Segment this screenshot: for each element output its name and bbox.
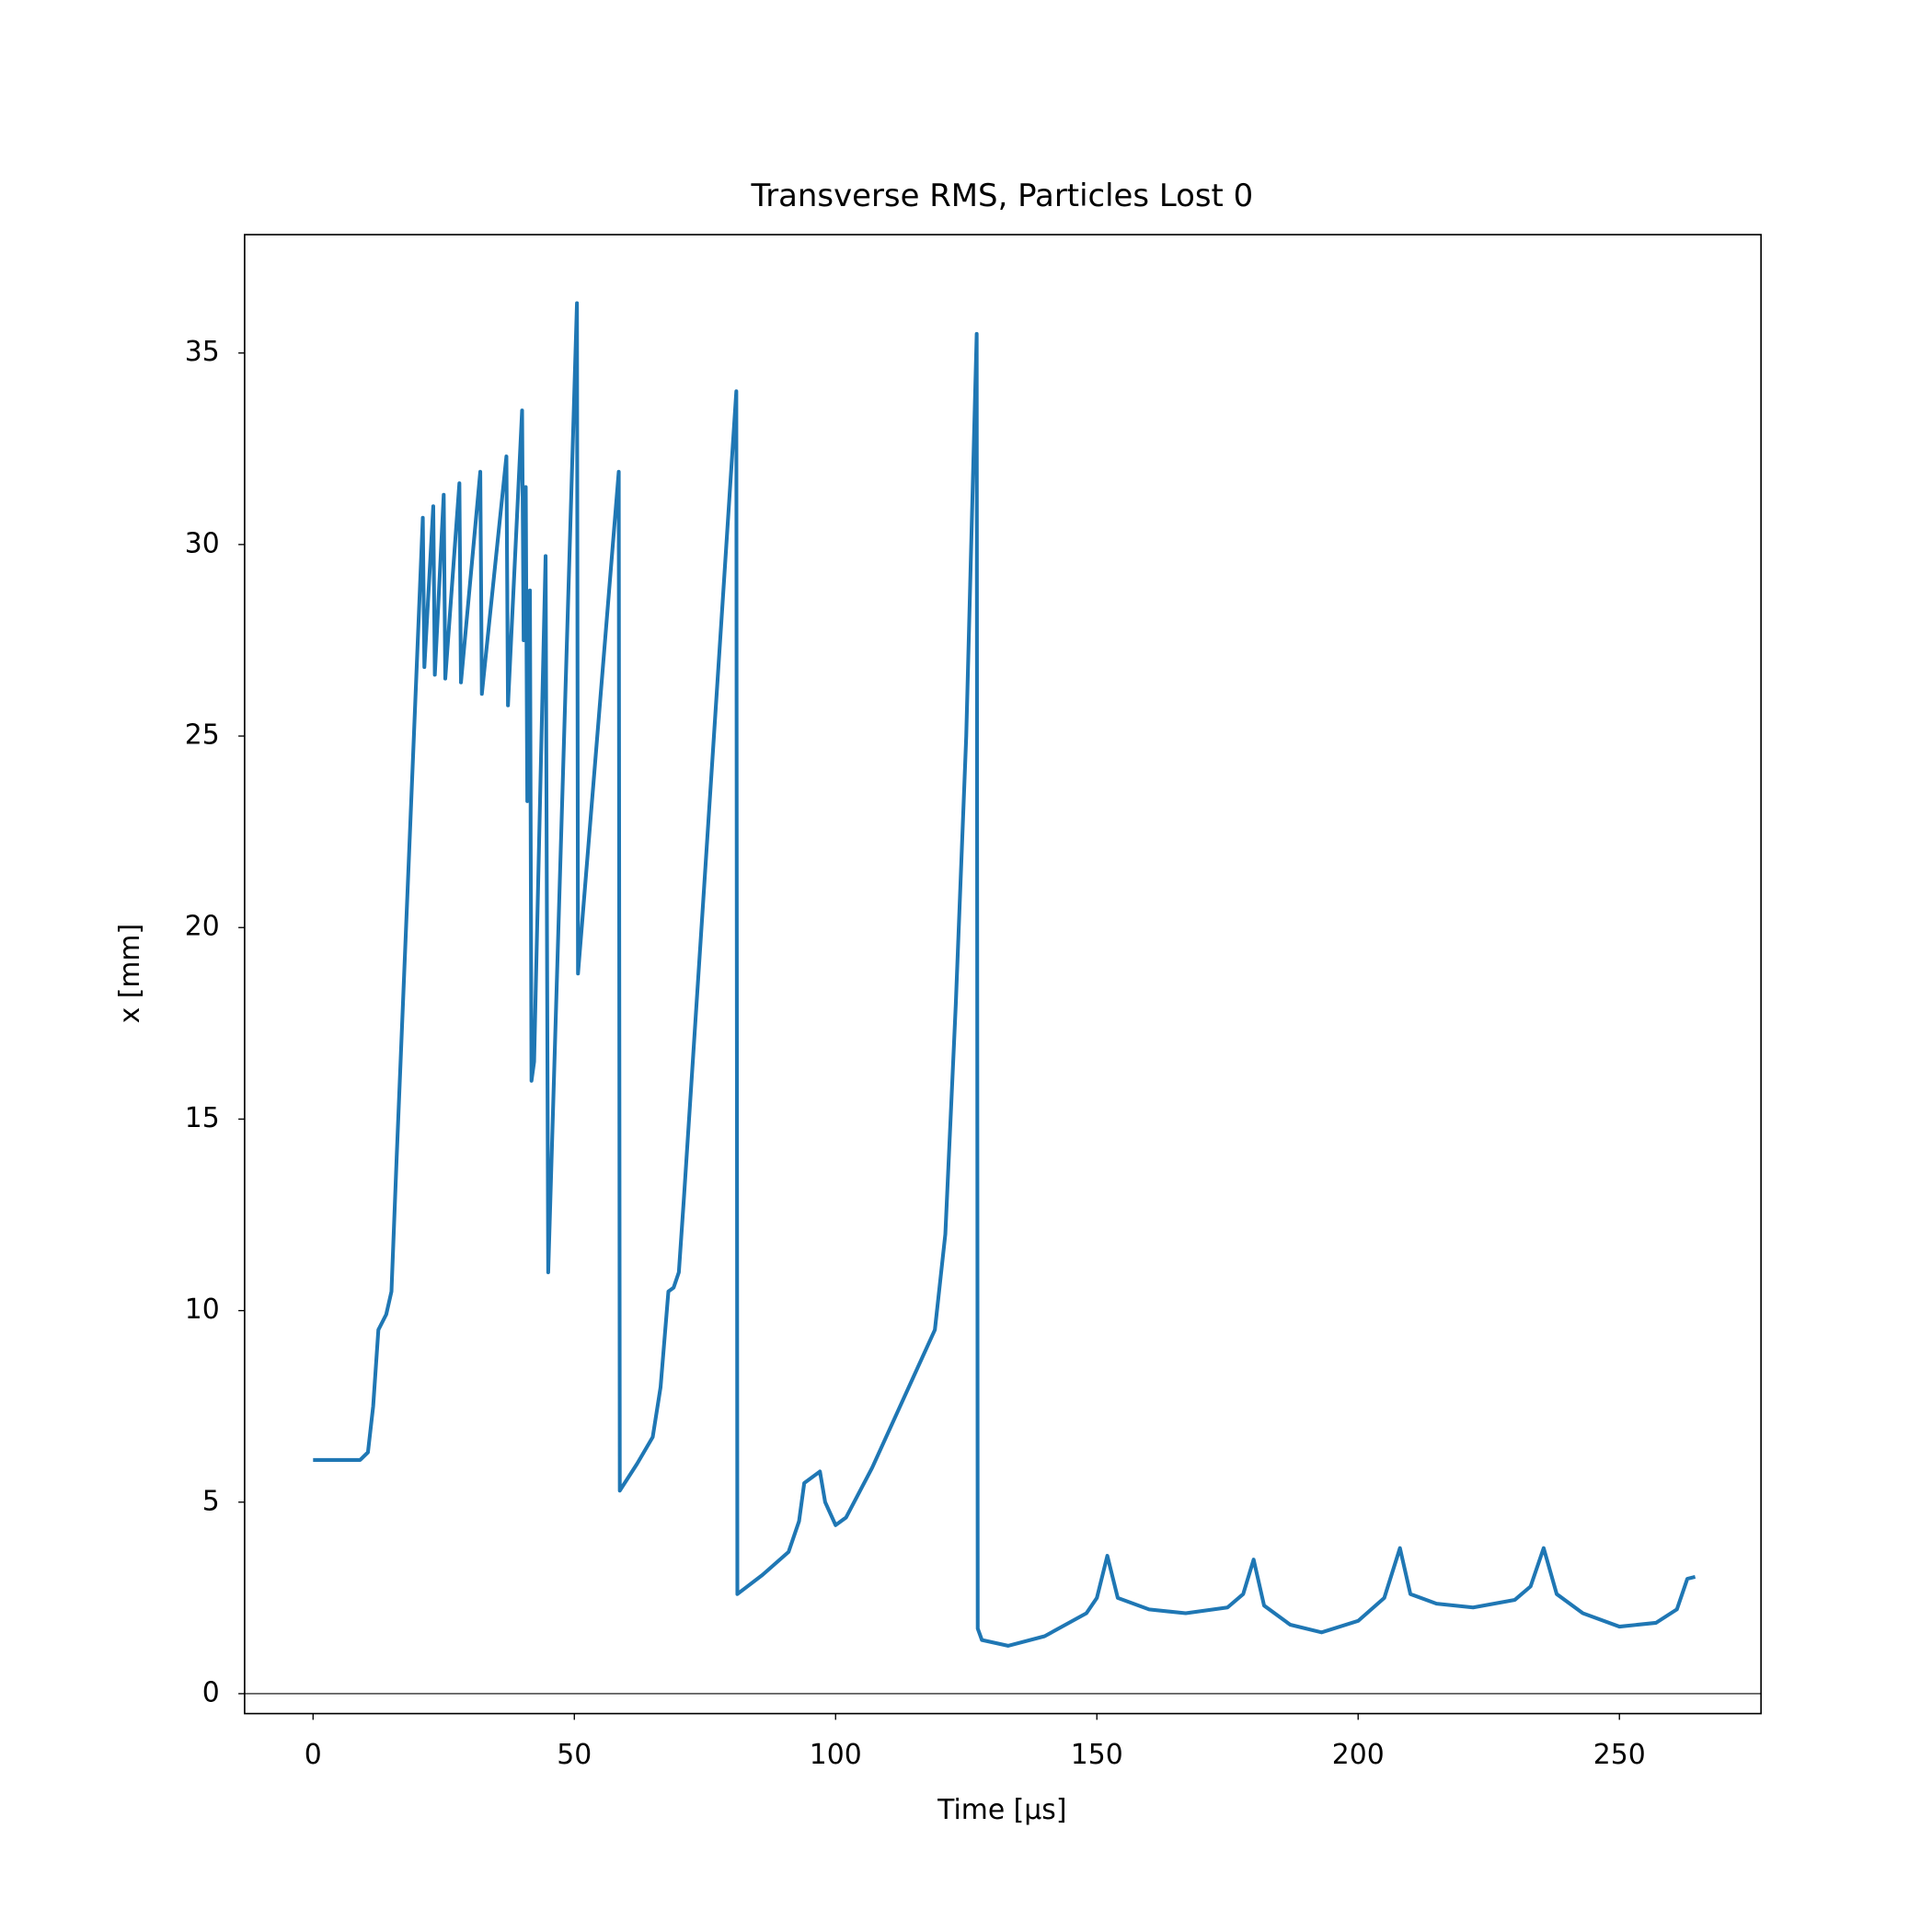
chart-title: Transverse RMS, Particles Lost 0 [750, 178, 1253, 213]
x-tick-label: 100 [810, 1739, 862, 1771]
y-tick-label: 0 [202, 1676, 220, 1708]
y-tick-label: 5 [202, 1485, 220, 1517]
y-tick-label: 35 [185, 336, 220, 368]
y-axis-label: x [mm] [114, 924, 146, 1024]
x-tick-label: 150 [1071, 1739, 1123, 1771]
x-tick-label: 250 [1593, 1739, 1646, 1771]
x-axis-label: Time [μs] [937, 1794, 1066, 1826]
y-tick-label: 20 [185, 911, 220, 943]
y-tick-label: 15 [185, 1102, 220, 1134]
y-tick-label: 10 [185, 1294, 220, 1326]
y-tick-label: 30 [185, 527, 220, 559]
plot-frame [244, 234, 1762, 1715]
x-tick-label: 200 [1332, 1739, 1385, 1771]
data-line [313, 301, 1696, 1648]
x-tick-label: 50 [557, 1739, 592, 1771]
x-tick-label: 0 [305, 1739, 322, 1771]
y-tick-label: 25 [185, 719, 220, 752]
